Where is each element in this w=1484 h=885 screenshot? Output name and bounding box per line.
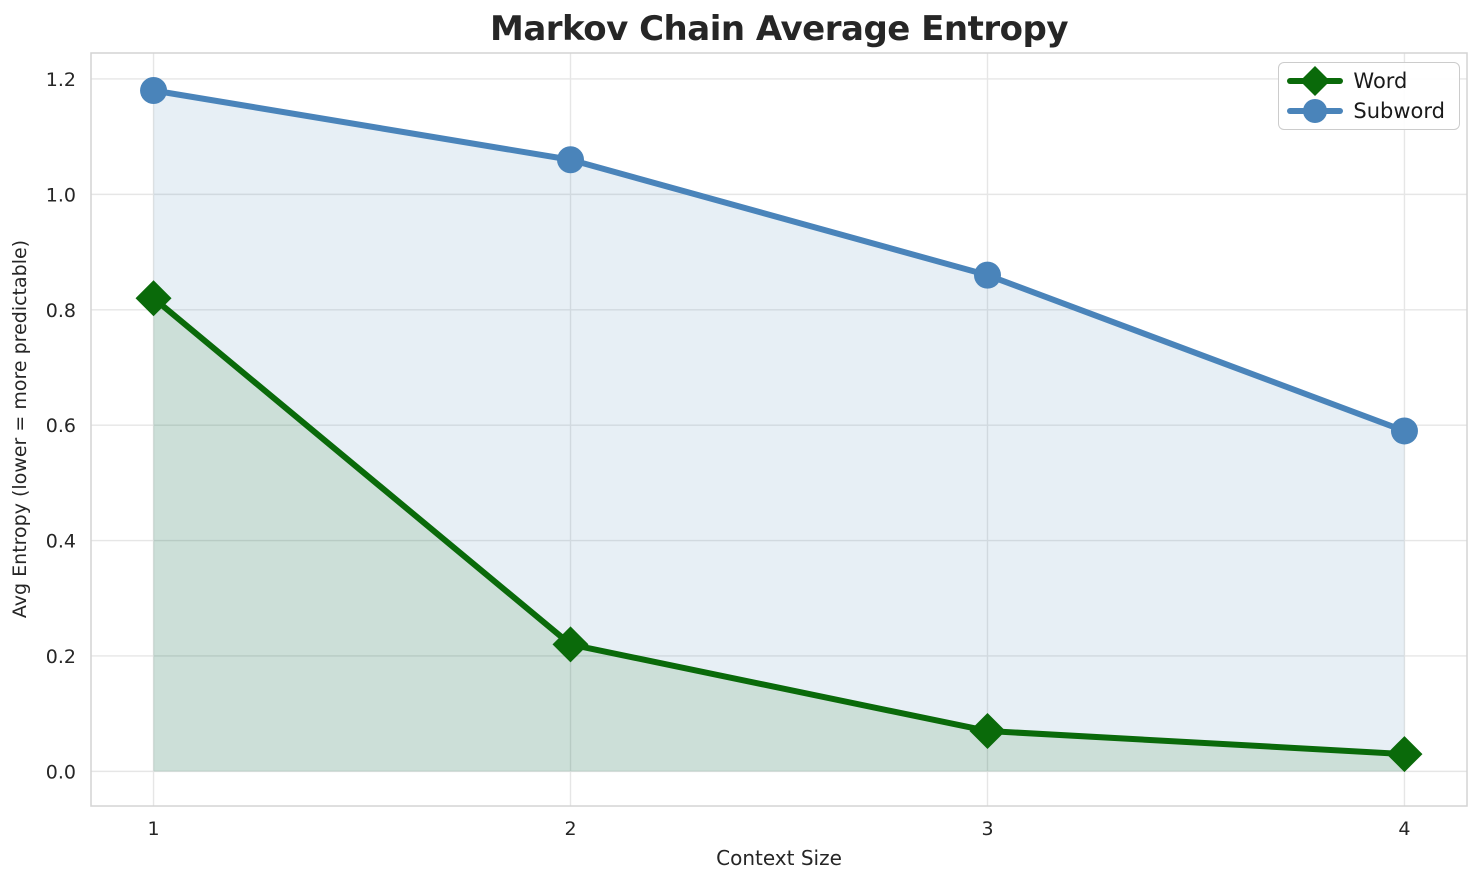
chart-title: Markov Chain Average Entropy (490, 9, 1068, 49)
series-line-subword (150, 87, 1408, 434)
legend-label: Word (1353, 69, 1408, 93)
xtick-label-2: 2 (564, 818, 576, 840)
area-fill-subword (153, 90, 1405, 772)
marker-subword-3 (973, 261, 1001, 289)
ytick-label-1.0: 1.0 (46, 184, 76, 206)
ytick-label-0.6: 0.6 (46, 415, 76, 437)
series-line-word (150, 295, 1408, 758)
x-axis-label: Context Size (716, 846, 842, 870)
marker-subword-1 (140, 77, 168, 105)
axes-spines (90, 52, 1468, 807)
legend-item-word: Word (1287, 66, 1445, 96)
marker-word-2 (552, 626, 589, 663)
area-fill-word (153, 298, 1405, 772)
ytick-label-0.4: 0.4 (46, 531, 76, 553)
ytick-label-1.2: 1.2 (46, 69, 76, 91)
ytick-label-0.2: 0.2 (46, 646, 76, 668)
marker-word-1 (135, 280, 172, 317)
legend-item-subword: Subword (1287, 96, 1445, 126)
y-axis-label: Avg Entropy (lower = more predictable) (9, 239, 31, 619)
ytick-label-0.8: 0.8 (46, 300, 76, 322)
ytick-label-0.0: 0.0 (46, 761, 76, 783)
marker-word-3 (969, 712, 1006, 749)
word-legend-marker-icon (1287, 66, 1344, 96)
legend-label: Subword (1353, 99, 1445, 123)
xtick-label-3: 3 (981, 818, 993, 840)
xtick-label-4: 4 (1398, 818, 1410, 840)
subword-legend-marker-icon (1287, 99, 1344, 123)
marker-word-4 (1386, 736, 1423, 773)
legend: Word Subword (1278, 62, 1460, 130)
marker-subword-2 (557, 146, 585, 174)
xtick-label-1: 1 (147, 818, 159, 840)
marker-subword-4 (1390, 417, 1418, 445)
